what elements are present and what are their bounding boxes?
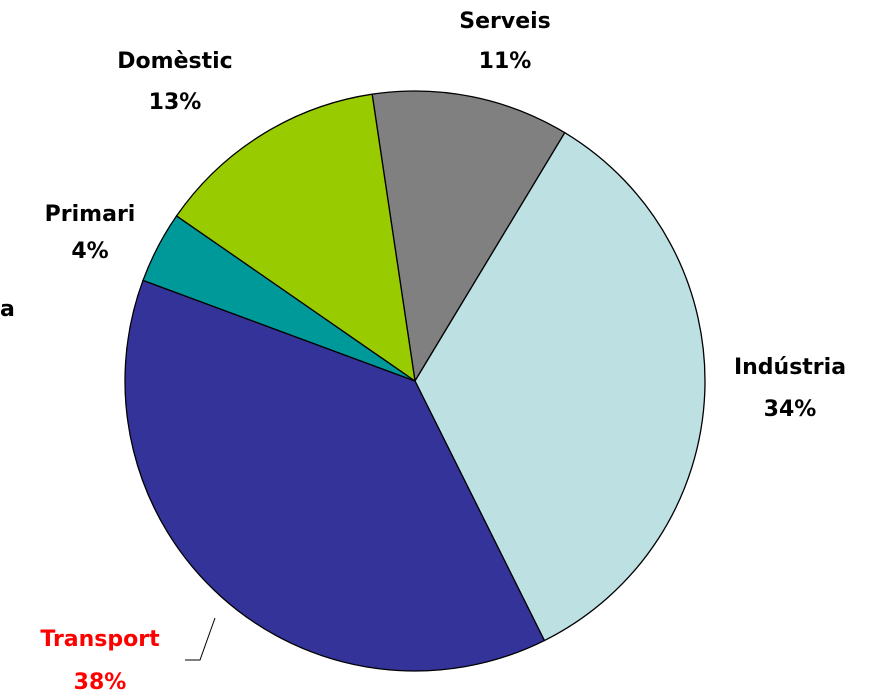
clipped-text: a: [0, 297, 15, 322]
slice-value: 13%: [149, 90, 202, 115]
slice-value: 34%: [764, 397, 817, 422]
pie-slice: [175, 93, 416, 383]
slice-value: 11%: [479, 49, 532, 74]
slice-label: Indústria: [734, 355, 846, 380]
pie-slice: [124, 279, 546, 672]
slice-value: 38%: [74, 670, 127, 695]
slice-label: Domèstic: [117, 49, 232, 74]
pie-slice: [371, 90, 566, 383]
leader-line: [185, 617, 216, 661]
slice-label: Serveis: [459, 9, 551, 34]
slice-label: Transport: [40, 627, 160, 652]
pie-slice: [414, 131, 706, 642]
slice-value: 4%: [71, 239, 108, 264]
slice-label: Primari: [45, 202, 136, 227]
